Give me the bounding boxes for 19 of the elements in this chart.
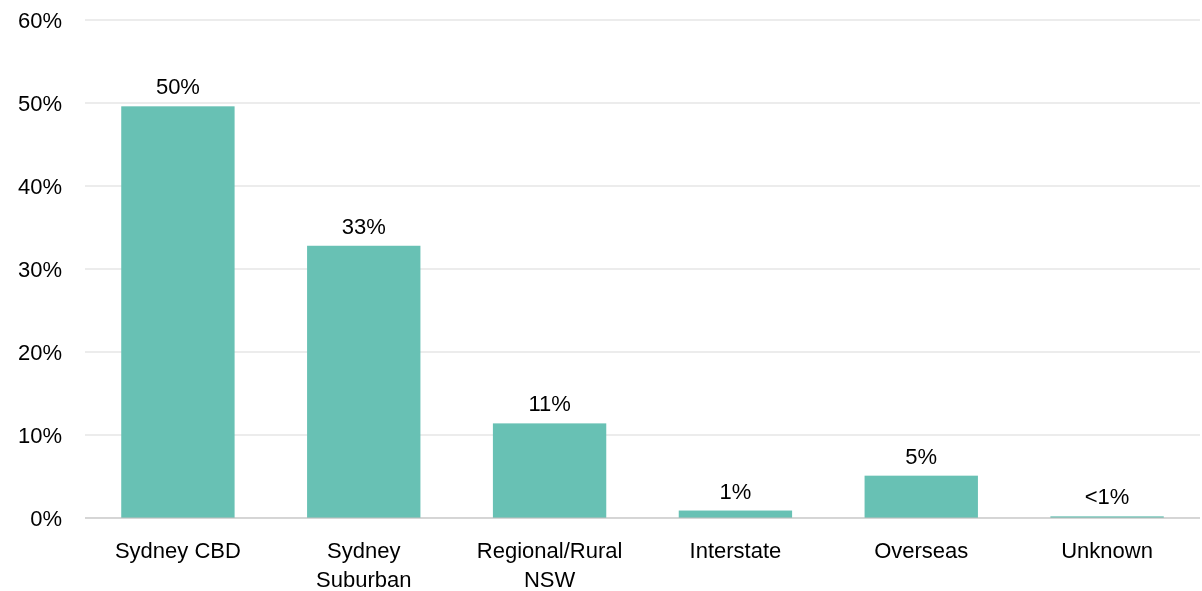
- y-tick-label: 50%: [17, 90, 62, 116]
- y-tick-label: 40%: [17, 173, 62, 199]
- y-tick-label: 60%: [17, 7, 62, 33]
- x-tick-label: Sydney Suburban: [316, 538, 412, 591]
- x-tick-label: Interstate: [689, 538, 782, 563]
- y-tick-label: 0%: [30, 505, 62, 531]
- x-tick-label: Unknown: [1061, 538, 1153, 563]
- x-tick-label: Regional/Rural NSW: [476, 538, 623, 591]
- data-label: 11%: [528, 391, 571, 417]
- y-tick-label: 30%: [17, 256, 62, 282]
- y-tick-label: 20%: [17, 339, 62, 365]
- data-label: 1%: [719, 478, 752, 504]
- data-label: <1%: [1084, 484, 1130, 510]
- data-label: 5%: [905, 443, 938, 469]
- data-label: 50%: [155, 74, 200, 100]
- x-tick-label: Overseas: [874, 538, 969, 563]
- x-tick-label: Sydney CBD: [114, 538, 241, 563]
- data-label: 33%: [341, 213, 386, 239]
- y-tick-label: 10%: [17, 422, 62, 448]
